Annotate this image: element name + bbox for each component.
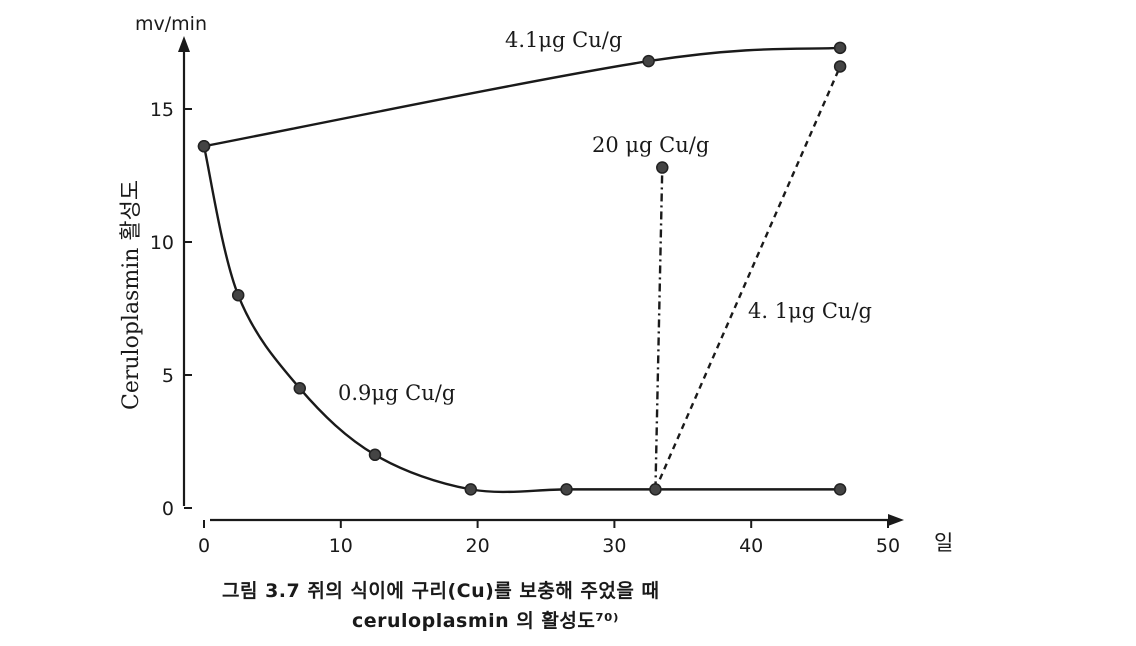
x-tick-label: 10: [329, 535, 353, 557]
series-line-3: [654, 65, 842, 490]
data-point: [368, 448, 382, 462]
x-tick-label: 50: [876, 535, 900, 557]
data-point: [833, 41, 847, 55]
points: [197, 41, 847, 496]
y-axis-arrow: [178, 36, 190, 52]
series-label-0.9: 0.9μg Cu/g: [338, 381, 455, 405]
x-tick-label: 0: [198, 535, 210, 557]
x-tick-label: 30: [602, 535, 626, 557]
series-label-20: 20 μg Cu/g: [592, 133, 709, 157]
series-line-1: [202, 145, 841, 494]
series-line-0: [203, 46, 841, 148]
x-unit-label: 일: [934, 531, 953, 555]
y-axis-label: Ceruloplasmin 활성도: [119, 180, 144, 410]
data-point: [642, 54, 655, 68]
data-point: [197, 139, 211, 153]
y-tick-label: 5: [162, 365, 174, 387]
data-point: [464, 483, 478, 496]
data-point: [293, 382, 307, 395]
data-point: [560, 483, 573, 496]
data-point: [833, 60, 847, 73]
series-line-2: [654, 167, 664, 490]
y-tick-label: 10: [150, 232, 174, 254]
ticks: 0 10 20 30 40 50 0 5 10 15: [150, 99, 900, 557]
x-tick-label: 40: [739, 535, 763, 557]
figure-caption-line2: ceruloplasmin 의 활성도⁷⁰⁾: [352, 610, 619, 632]
curves: [202, 46, 842, 494]
y-tick-label: 15: [150, 99, 174, 121]
data-point: [231, 288, 245, 302]
data-point: [833, 483, 847, 496]
series-label-4.1-dashed: 4. 1μg Cu/g: [748, 299, 872, 323]
data-point: [656, 161, 669, 174]
data-point: [649, 483, 662, 496]
y-unit-label: mv/min: [135, 13, 207, 35]
figure-caption-line1: 그림 3.7 쥐의 식이에 구리(Cu)를 보충해 주었을 때: [222, 580, 660, 602]
series-label-4.1-top: 4.1μg Cu/g: [505, 28, 622, 52]
x-axis-arrow: [888, 514, 904, 526]
x-tick-label: 20: [466, 535, 490, 557]
axes: [178, 36, 904, 526]
y-tick-label: 0: [162, 498, 174, 520]
